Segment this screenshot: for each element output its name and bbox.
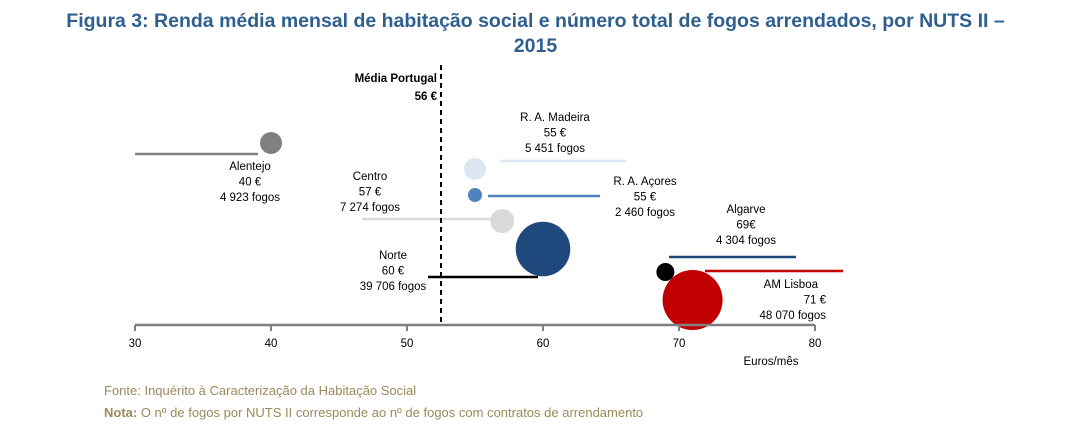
- label-r-a-a-ores-rent: 55 €: [634, 192, 657, 204]
- label-algarve-dwellings: 4 304 fogos: [716, 235, 776, 247]
- x-axis-title: Euros/mês: [744, 356, 799, 368]
- page-title: Figura 3: Renda média mensal de habitaçã…: [0, 9, 1071, 59]
- x-axis: 30 40 50 60 70 80 Euros/mês: [129, 323, 822, 368]
- footnote-text: O nº de fogos por NUTS II corresponde ao…: [137, 405, 644, 420]
- bubble-alentejo: [260, 132, 282, 154]
- bubble-chart: Média Portugal 56 € 30 40 50 60 70 80 Euros/mês…: [129, 65, 843, 368]
- label-am-lisboa-region: AM Lisboa: [764, 279, 819, 291]
- footnote-label: Nota:: [104, 405, 138, 420]
- label-r-a-a-ores-dwellings: 2 460 fogos: [615, 207, 675, 219]
- label-algarve-region: Algarve: [727, 204, 766, 216]
- label-norte-rent: 60 €: [382, 266, 405, 278]
- footnote: Nota: O nº de fogos por NUTS II correspo…: [104, 405, 643, 420]
- label-alentejo-region: Alentejo: [229, 161, 271, 173]
- x-tick-label: 60: [537, 338, 550, 350]
- x-tick-label: 30: [129, 338, 142, 350]
- x-tick-label: 80: [809, 338, 822, 350]
- label-centro-rent: 57 €: [359, 187, 382, 199]
- label-r-a-madeira-region: R. A. Madeira: [520, 112, 590, 124]
- title-line-2: 2015: [513, 35, 558, 57]
- bubbles: [260, 132, 723, 330]
- label-norte-dwellings: 39 706 fogos: [360, 281, 427, 293]
- reference-line-label: Média Portugal: [355, 73, 437, 85]
- bubble-am-lisboa: [662, 270, 723, 330]
- label-algarve-rent: 69€: [736, 220, 756, 232]
- label-r-a-madeira-dwellings: 5 451 fogos: [525, 143, 585, 155]
- x-tick-label: 70: [673, 338, 686, 350]
- reference-line-group: Média Portugal 56 €: [355, 65, 442, 326]
- x-tick-label: 50: [401, 338, 414, 350]
- label-r-a-madeira-rent: 55 €: [544, 128, 567, 140]
- bubble-r-a-madeira: [464, 158, 486, 180]
- label-centro-dwellings: 7 274 fogos: [340, 202, 400, 214]
- title-line-1: Figura 3: Renda média mensal de habitaçã…: [66, 10, 1005, 32]
- x-tick-label: 40: [265, 338, 278, 350]
- bubble-centro: [490, 209, 515, 233]
- reference-line-value: 56 €: [415, 91, 438, 103]
- label-norte-region: Norte: [379, 250, 407, 262]
- label-am-lisboa-dwellings: 48 070 fogos: [759, 310, 826, 322]
- source-note: Fonte: Inquérito à Caracterização da Hab…: [104, 383, 417, 398]
- leader-lines: [135, 152, 843, 279]
- bubble-r-a-a-ores: [468, 188, 482, 202]
- label-r-a-a-ores-region: R. A. Açores: [613, 176, 677, 188]
- label-centro-region: Centro: [353, 171, 388, 183]
- point-labels: Alentejo 40 € 4 923 fogos R. A. Madeira 55 €…: [220, 112, 827, 322]
- bubble-norte: [515, 221, 571, 277]
- label-alentejo-rent: 40 €: [239, 177, 262, 189]
- label-alentejo-dwellings: 4 923 fogos: [220, 192, 280, 204]
- label-am-lisboa-rent: 71 €: [804, 295, 827, 307]
- bubble-algarve: [656, 263, 675, 281]
